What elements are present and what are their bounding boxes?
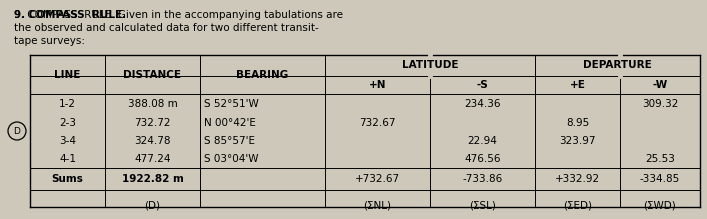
Text: (D): (D) — [144, 201, 160, 211]
Text: +732.67: +732.67 — [355, 174, 400, 184]
Text: DISTANCE: DISTANCE — [124, 69, 182, 79]
Text: -733.86: -733.86 — [462, 174, 503, 184]
Text: 22.94: 22.94 — [467, 136, 498, 146]
Text: the observed and calculated data for two different transit-: the observed and calculated data for two… — [14, 23, 319, 33]
Text: 9. COMPASS  RULE. Given in the accompanying tabulations are: 9. COMPASS RULE. Given in the accompanyi… — [14, 10, 343, 20]
Text: +N: +N — [369, 80, 386, 90]
Text: LATITUDE: LATITUDE — [402, 60, 458, 71]
Text: (ΣWD): (ΣWD) — [643, 201, 677, 211]
Text: LINE: LINE — [54, 69, 81, 79]
Text: 477.24: 477.24 — [134, 154, 171, 164]
Text: 1922.82 m: 1922.82 m — [122, 174, 183, 184]
Text: 25.53: 25.53 — [645, 154, 675, 164]
Text: (ΣED): (ΣED) — [563, 201, 592, 211]
Text: +E: +E — [570, 80, 585, 90]
Text: D: D — [13, 127, 21, 136]
Text: (ΣNL): (ΣNL) — [363, 201, 392, 211]
Text: S 85°57'E: S 85°57'E — [204, 136, 255, 146]
Text: -W: -W — [653, 80, 667, 90]
Text: -334.85: -334.85 — [640, 174, 680, 184]
Text: (ΣSL): (ΣSL) — [469, 201, 496, 211]
Text: -S: -S — [477, 80, 489, 90]
Text: 732.67: 732.67 — [359, 118, 396, 128]
Text: 2-3: 2-3 — [59, 118, 76, 128]
Text: 324.78: 324.78 — [134, 136, 171, 146]
Text: S 03°04'W: S 03°04'W — [204, 154, 259, 164]
Text: BEARING: BEARING — [236, 69, 288, 79]
Text: Sums: Sums — [52, 174, 83, 184]
Text: S 52°51'W: S 52°51'W — [204, 99, 259, 109]
Text: 732.72: 732.72 — [134, 118, 171, 128]
Text: 388.08 m: 388.08 m — [128, 99, 177, 109]
Text: 1-2: 1-2 — [59, 99, 76, 109]
Text: N 00°42'E: N 00°42'E — [204, 118, 256, 128]
Text: 234.36: 234.36 — [464, 99, 501, 109]
Text: 8.95: 8.95 — [566, 118, 589, 128]
Text: 4-1: 4-1 — [59, 154, 76, 164]
Text: 309.32: 309.32 — [642, 99, 678, 109]
Text: tape surveys:: tape surveys: — [14, 36, 85, 46]
Text: 476.56: 476.56 — [464, 154, 501, 164]
Text: 3-4: 3-4 — [59, 136, 76, 146]
Text: 323.97: 323.97 — [559, 136, 596, 146]
Text: 9. COMPASS  RULE.: 9. COMPASS RULE. — [14, 10, 126, 20]
Text: DEPARTURE: DEPARTURE — [583, 60, 652, 71]
Text: +332.92: +332.92 — [555, 174, 600, 184]
